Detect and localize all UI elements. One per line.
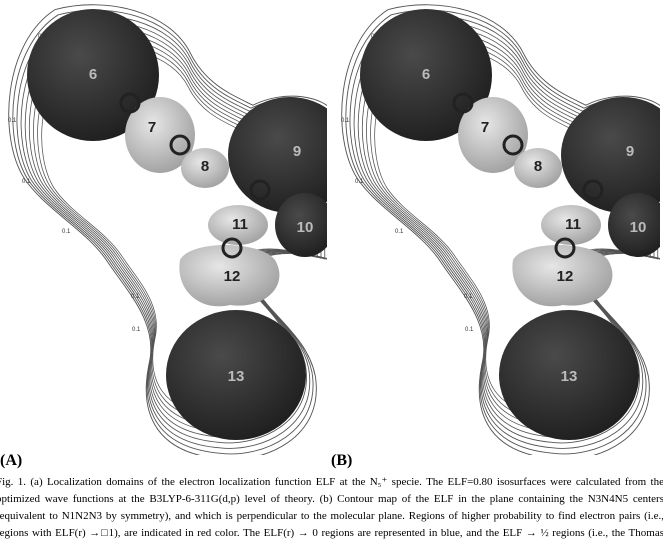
basin [179,245,280,307]
region-label: 11 [565,216,581,233]
contour-label: 0.1 [8,118,17,124]
panel-label: (A) [0,452,23,469]
contour-line [341,4,660,455]
contour-label: 0.1 [371,34,380,40]
caption-line: optimized wave functions at the B3LYP-6-… [0,493,663,505]
basin [499,310,639,440]
panel: 6 7 8 9 10 11 12 13 0.1 0.1 0.1 0.1 0.1 0.1 [341,4,660,455]
panel-label: (B) [331,452,353,469]
region-label: 6 [89,66,97,83]
basin [275,193,327,257]
contour-line [16,15,327,449]
core [502,134,524,156]
contour-label: 0.1 [131,294,140,300]
contour-label: 0.1 [38,34,47,40]
basin [181,148,229,188]
region-label: 6 [422,66,430,83]
basin [228,97,327,213]
region-label: 10 [630,219,647,236]
region-label: 8 [201,158,209,175]
contour-line [12,9,327,455]
region-label: 13 [561,368,578,385]
core [249,179,271,201]
region-label: 7 [481,119,489,136]
basin [27,9,159,141]
contour-label: 0.1 [465,327,474,333]
contour-label: 0.1 [355,179,364,185]
region-label: 13 [228,368,245,385]
region-label: 10 [297,219,314,236]
region-label: 8 [534,158,542,175]
core [221,237,243,259]
region-label: 7 [148,119,156,136]
region-label: 9 [626,143,634,160]
caption: Fig. 1. (a) Localization domains of the … [0,474,663,542]
contour-label: 0.1 [22,179,31,185]
caption-line: Fig. 1. (a) Localization domains of the … [0,476,663,488]
contour-label: 0.1 [464,294,473,300]
contour-label: 0.1 [132,327,141,333]
basin [541,205,601,245]
basin [208,205,268,245]
contour-line [349,15,660,449]
core [169,134,191,156]
core [452,92,474,114]
caption-line: regions with ELF(r) →□1), are indicated … [0,527,663,539]
figure: 6 7 8 9 10 11 12 13 0.1 0.1 0.1 0.1 0.1 0.1 6 7 8 9 10 11 12… [8,4,660,455]
basin [166,310,306,440]
basin [514,148,562,188]
contour-label: 0.1 [395,229,404,235]
region-label: 12 [557,268,574,285]
core [582,179,604,201]
core [554,237,576,259]
core [119,92,141,114]
contour-label: 0.1 [62,229,71,235]
panel: 6 7 8 9 10 11 12 13 0.1 0.1 0.1 0.1 0.1 0.1 [8,4,327,455]
caption-line: (equivalent to N1N2N3 by symmetry), and … [0,510,663,522]
region-label: 9 [293,143,301,160]
basin [608,193,660,257]
contour-line [353,20,659,444]
contour-line [20,20,326,444]
basin [360,9,492,141]
basin [512,245,613,307]
contour-line [8,4,327,455]
contour-line [345,9,660,455]
contour-label: 0.1 [341,118,350,124]
region-label: 11 [232,216,248,233]
region-label: 12 [224,268,241,285]
